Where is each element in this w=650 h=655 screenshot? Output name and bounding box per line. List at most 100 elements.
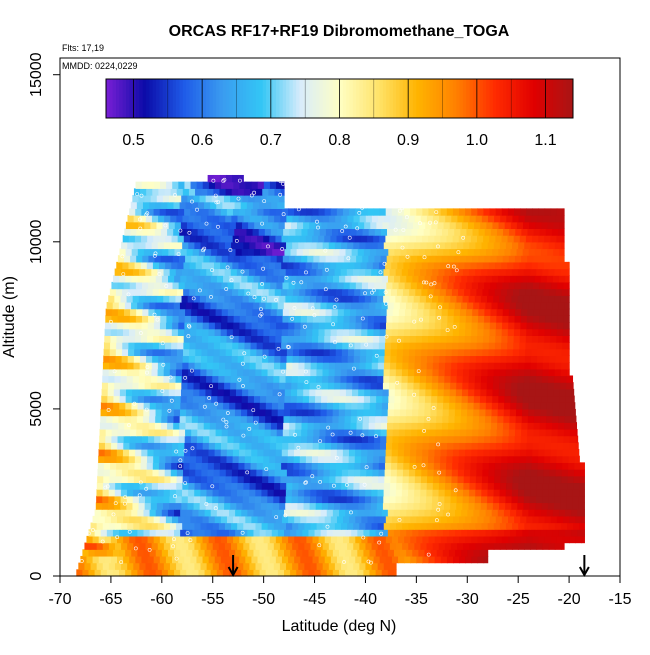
- heatmap-cell: [231, 241, 238, 250]
- heatmap-cell: [551, 281, 559, 290]
- heatmap-cell: [487, 482, 495, 490]
- heatmap-cell: [366, 462, 374, 470]
- heatmap-cell: [264, 315, 271, 323]
- heatmap-cell: [379, 455, 386, 463]
- sample-marker: [109, 319, 113, 324]
- sample-marker: [412, 319, 417, 324]
- heatmap-cell: [350, 255, 357, 263]
- heatmap-cell: [214, 181, 222, 189]
- heatmap-cell: [530, 522, 538, 530]
- heatmap-cell: [543, 288, 551, 296]
- heatmap-cell: [448, 301, 456, 310]
- heatmap-cell: [348, 335, 356, 343]
- heatmap-cell: [282, 435, 290, 443]
- heatmap-cell: [249, 268, 256, 276]
- heatmap-cell: [191, 308, 198, 316]
- heatmap-cell: [121, 562, 128, 570]
- heatmap-cell: [233, 181, 241, 189]
- heatmap-cell: [364, 375, 372, 383]
- heatmap-cell: [226, 462, 233, 470]
- heatmap-cell: [421, 335, 429, 343]
- heatmap-cell: [516, 509, 523, 517]
- heatmap-cell: [302, 569, 310, 577]
- heatmap-cell: [447, 442, 454, 450]
- heatmap-cell: [253, 529, 261, 537]
- heatmap-cell: [195, 462, 203, 470]
- heatmap-cell: [400, 388, 408, 397]
- heatmap-cell: [372, 261, 380, 270]
- heatmap-cell: [519, 455, 527, 463]
- heatmap-cell: [579, 489, 585, 497]
- heatmap-cell: [206, 215, 214, 223]
- heatmap-cell: [550, 455, 557, 463]
- heatmap-cell: [332, 569, 340, 577]
- heatmap-cell: [153, 515, 161, 524]
- heatmap-cell: [178, 255, 186, 263]
- heatmap-cell: [290, 275, 297, 283]
- sample-marker: [348, 343, 353, 348]
- heatmap-cell: [262, 288, 270, 296]
- heatmap-cell: [216, 529, 224, 537]
- heatmap-cell: [413, 295, 421, 303]
- heatmap-cell: [249, 355, 257, 363]
- heatmap-cell: [540, 402, 548, 410]
- heatmap-cell: [428, 235, 435, 243]
- heatmap-cell: [483, 555, 489, 564]
- heatmap-cell: [180, 275, 187, 283]
- heatmap-cell: [565, 509, 572, 517]
- sample-marker: [79, 559, 84, 563]
- heatmap-cell: [488, 475, 495, 484]
- heatmap-cell: [134, 342, 142, 350]
- sample-marker: [397, 518, 402, 522]
- heatmap-cell: [519, 342, 527, 350]
- heatmap-cell: [583, 509, 585, 517]
- colorbar-segment: [252, 79, 257, 118]
- heatmap-cell: [155, 402, 163, 410]
- heatmap-cell: [287, 462, 294, 470]
- heatmap-cell: [336, 455, 344, 463]
- heatmap-cell: [249, 362, 257, 370]
- heatmap-cell: [438, 542, 446, 550]
- heatmap-cell: [457, 542, 464, 550]
- heatmap-cell: [288, 555, 295, 564]
- heatmap-cell: [409, 462, 417, 470]
- heatmap-cell: [512, 241, 519, 250]
- heatmap-cell: [379, 335, 386, 343]
- heatmap-cell: [444, 502, 451, 510]
- heatmap-cell: [559, 388, 567, 397]
- sample-marker: [348, 430, 353, 435]
- sample-marker: [123, 495, 128, 500]
- heatmap-cell: [458, 328, 466, 336]
- heatmap-cell: [169, 375, 177, 383]
- heatmap-cell: [292, 482, 300, 490]
- heatmap-cell: [530, 268, 537, 276]
- heatmap-cell: [468, 268, 476, 276]
- heatmap-cell: [195, 469, 202, 477]
- heatmap-cell: [573, 522, 580, 530]
- heatmap-cell: [534, 248, 542, 256]
- colorbar-segment: [386, 79, 391, 118]
- heatmap-cell: [497, 408, 505, 417]
- heatmap-cell: [271, 201, 278, 209]
- heatmap-cell: [190, 181, 198, 189]
- heatmap-cell: [482, 475, 489, 484]
- heatmap-cell: [365, 241, 373, 250]
- heatmap-cell: [332, 301, 340, 310]
- heatmap-cell: [196, 435, 204, 443]
- heatmap-cell: [296, 221, 304, 230]
- heatmap-cell: [343, 555, 350, 564]
- x-tick-label: -35: [405, 591, 428, 608]
- heatmap-cell: [187, 388, 194, 397]
- heatmap-cell: [322, 362, 330, 370]
- heatmap-cell: [290, 569, 297, 577]
- heatmap-cell: [512, 522, 519, 530]
- heatmap-cell: [277, 415, 285, 423]
- sample-marker: [434, 518, 439, 523]
- heatmap-cell: [509, 301, 517, 310]
- heatmap-cell: [557, 281, 565, 290]
- heatmap-cell: [440, 322, 448, 330]
- heatmap-cell: [339, 248, 347, 256]
- sample-marker: [216, 200, 221, 205]
- heatmap-cell: [159, 335, 166, 343]
- heatmap-cell: [475, 368, 482, 377]
